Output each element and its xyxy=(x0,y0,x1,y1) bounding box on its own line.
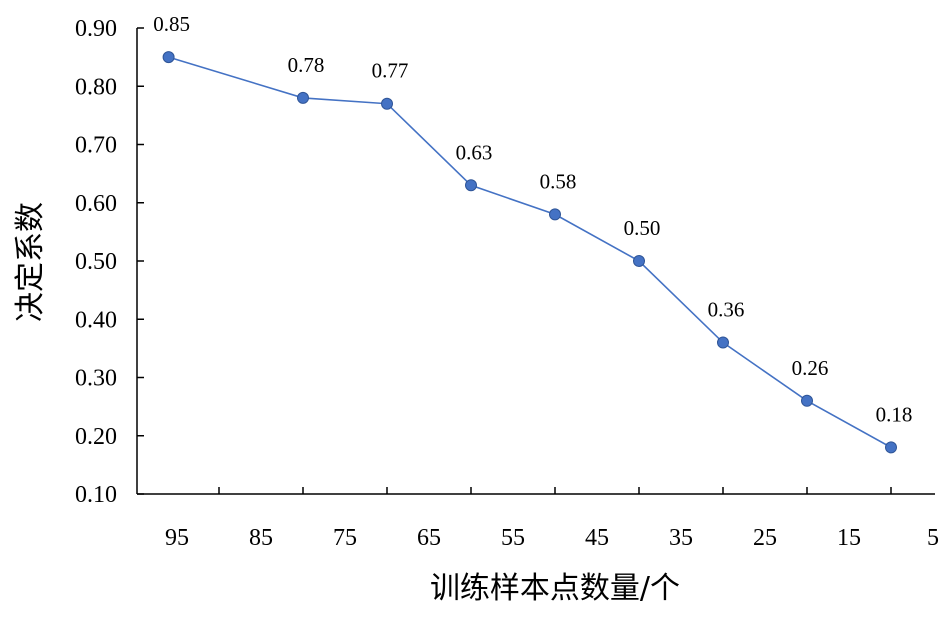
data-point xyxy=(465,179,477,192)
y-tick-labels: 0.10 0.20 0.30 0.40 0.50 0.60 0.70 0.80 0.90 xyxy=(75,16,117,508)
data-label: 0.36 xyxy=(708,298,745,322)
data-label: 0.77 xyxy=(372,59,409,83)
x-axis-title: 训练样本点数量/个 xyxy=(430,571,680,606)
series-line xyxy=(168,56,892,449)
x-tick-label: 25 xyxy=(753,525,777,551)
data-label: 0.50 xyxy=(624,216,661,240)
data-label: 0.78 xyxy=(288,53,325,77)
data-point xyxy=(162,51,175,64)
y-tick-label: 0.50 xyxy=(75,249,117,275)
y-tick-label: 0.30 xyxy=(75,366,117,392)
y-tick-label: 0.40 xyxy=(75,307,117,333)
x-tick-label: 35 xyxy=(669,525,693,551)
data-label: 0.63 xyxy=(456,140,493,164)
y-tick-label: 0.80 xyxy=(75,74,117,100)
x-tick-label: 75 xyxy=(333,525,357,551)
y-tick-label: 0.70 xyxy=(75,133,117,159)
y-tick-label: 0.60 xyxy=(75,191,117,217)
series-group: 0.85 0.78 0.77 0.63 0.58 0.50 0.36 0.26 0.18 xyxy=(153,12,913,454)
data-point xyxy=(885,441,897,454)
data-label: 0.58 xyxy=(540,169,577,193)
x-tick-label: 15 xyxy=(837,525,861,551)
data-point xyxy=(297,91,309,104)
data-label: 0.85 xyxy=(153,12,190,36)
data-point xyxy=(633,255,645,267)
y-tick-label: 0.20 xyxy=(75,424,117,450)
axes xyxy=(136,27,935,495)
y-axis-title: 决定系数 xyxy=(13,202,48,322)
data-point xyxy=(717,336,729,349)
x-tick-label: 85 xyxy=(249,525,273,551)
x-tick-label: 5 xyxy=(927,525,939,551)
data-point xyxy=(549,208,561,221)
y-tick-label: 0.90 xyxy=(75,16,117,42)
x-tick-label: 65 xyxy=(417,525,441,551)
x-tick-labels: 95 85 75 65 55 45 35 25 15 5 xyxy=(165,525,939,551)
data-label: 0.26 xyxy=(792,356,829,380)
data-label: 0.18 xyxy=(876,402,913,426)
data-point xyxy=(381,97,393,110)
y-tick-label: 0.10 xyxy=(75,482,117,508)
x-tick-label: 95 xyxy=(165,525,189,551)
x-tick-label: 45 xyxy=(585,525,609,551)
data-point xyxy=(801,394,813,407)
x-tick-label: 55 xyxy=(501,525,525,551)
